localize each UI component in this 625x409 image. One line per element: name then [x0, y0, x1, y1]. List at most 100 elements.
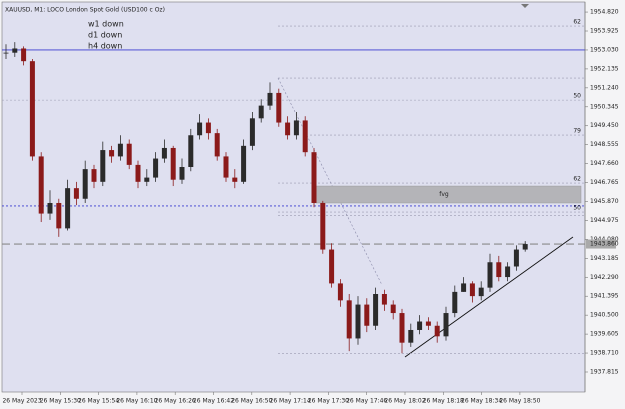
fib-label: 62	[573, 176, 581, 183]
x-tick-label: 26 May 17:14	[270, 398, 311, 405]
candle-body	[513, 249, 519, 267]
scroll-marker	[521, 4, 529, 8]
candle-body	[144, 177, 150, 182]
candle-body	[117, 143, 123, 157]
candle-body	[65, 188, 71, 229]
candle-body	[258, 105, 264, 119]
candle-body	[12, 48, 18, 53]
y-tick-label: 1937.815	[590, 368, 619, 375]
fib-label: 62	[573, 19, 581, 26]
trend-note: h4 down	[88, 42, 122, 51]
y-tick-label: 1938.710	[590, 350, 619, 357]
y-tick-label: 1951.240	[590, 84, 619, 91]
y-tick-label: 1939.605	[590, 331, 619, 338]
last-price-box	[586, 239, 616, 249]
x-tick-label: 26 May 16:26	[155, 398, 196, 405]
candle-body	[329, 249, 335, 284]
candle-body	[337, 283, 343, 301]
candle-body	[478, 287, 484, 297]
candle-body	[170, 147, 176, 180]
candle-body	[161, 147, 167, 159]
candle-body	[285, 122, 291, 136]
candle-body	[135, 164, 141, 182]
x-tick-label: 26 May 18:34	[461, 398, 502, 405]
candle-body	[56, 202, 62, 229]
candle-body	[232, 177, 238, 182]
y-tick-label: 1946.765	[590, 179, 619, 186]
candle-body	[47, 202, 53, 214]
candle-body	[21, 48, 27, 62]
candle-body	[302, 120, 308, 153]
candle-body	[311, 152, 317, 203]
candle-body	[276, 92, 282, 123]
candle-body	[126, 143, 132, 165]
y-tick-label: 1942.290	[590, 274, 619, 281]
candle-body	[443, 313, 449, 337]
candle-body	[73, 188, 79, 199]
candle-body	[38, 156, 44, 214]
candle-body	[390, 304, 396, 314]
y-tick-label: 1954.820	[590, 9, 619, 16]
y-tick-label: 1949.450	[590, 122, 619, 129]
candle-body	[82, 169, 88, 199]
candle-body	[205, 122, 211, 134]
x-tick-label: 26 May 16:10	[116, 398, 157, 405]
y-tick-label: 1953.925	[590, 28, 619, 35]
fib-diagonal	[277, 77, 383, 286]
trend-line	[404, 236, 574, 358]
candle-body	[223, 156, 229, 178]
candle-body	[109, 150, 115, 157]
candle-body	[425, 321, 431, 326]
y-tick-label: 1944.975	[590, 217, 619, 224]
candle-body	[214, 133, 220, 157]
x-tick-label: 26 May 17:30	[308, 398, 349, 405]
y-tick-label: 1948.555	[590, 141, 619, 148]
x-tick-label: 26 May 18:02	[384, 398, 425, 405]
candle-body	[461, 283, 467, 292]
candle-body	[452, 291, 458, 314]
candle-body	[320, 202, 326, 250]
x-tick-label: 26 May 18:18	[423, 398, 464, 405]
trend-note: d1 down	[88, 31, 122, 40]
candle-body	[364, 304, 370, 326]
candle-body	[153, 158, 159, 178]
y-tick-label: 1940.500	[590, 312, 619, 319]
candle-body	[496, 262, 502, 278]
candle-body	[434, 325, 440, 337]
candle-body	[487, 262, 493, 288]
candle-body	[249, 118, 255, 146]
candle-body	[293, 120, 299, 136]
y-tick-label: 1945.870	[590, 198, 619, 205]
x-tick-label: 26 May 15:30	[40, 398, 81, 405]
x-tick-label: 26 May 17:46	[346, 398, 387, 405]
candle-body	[100, 150, 106, 182]
y-tick-label: 1941.395	[590, 293, 619, 300]
candle-body	[197, 122, 203, 136]
chart-title: XAUUSD, M1: LOCO London Spot Gold (USD10…	[5, 7, 165, 14]
fib-label: 50	[573, 205, 581, 212]
candle-body	[469, 283, 475, 297]
y-tick-label: 1950.345	[590, 103, 619, 110]
candle-body	[346, 300, 352, 339]
candle-body	[91, 169, 97, 182]
trend-note: w1 down	[88, 20, 124, 29]
y-tick-label: 1944.080	[590, 236, 619, 243]
x-tick-label: 26 May 15:54	[78, 398, 119, 405]
y-tick-label: 1943.185	[590, 255, 619, 262]
y-tick-label: 1952.135	[590, 65, 619, 72]
candle-body	[522, 244, 528, 250]
candle-body	[267, 92, 273, 106]
candle-body	[3, 52, 9, 54]
x-tick-label: 26 May 2023	[2, 398, 41, 405]
x-tick-label: 26 May 16:50	[231, 398, 272, 405]
candle-body	[188, 135, 194, 168]
y-tick-label: 1947.660	[590, 160, 619, 167]
candle-body	[505, 266, 511, 278]
fib-label: 50	[573, 93, 581, 100]
candle-body	[399, 313, 405, 343]
candle-body	[373, 294, 379, 326]
candle-body	[408, 329, 414, 343]
fvg-label: fvg	[439, 191, 449, 198]
candle-body	[381, 294, 387, 305]
